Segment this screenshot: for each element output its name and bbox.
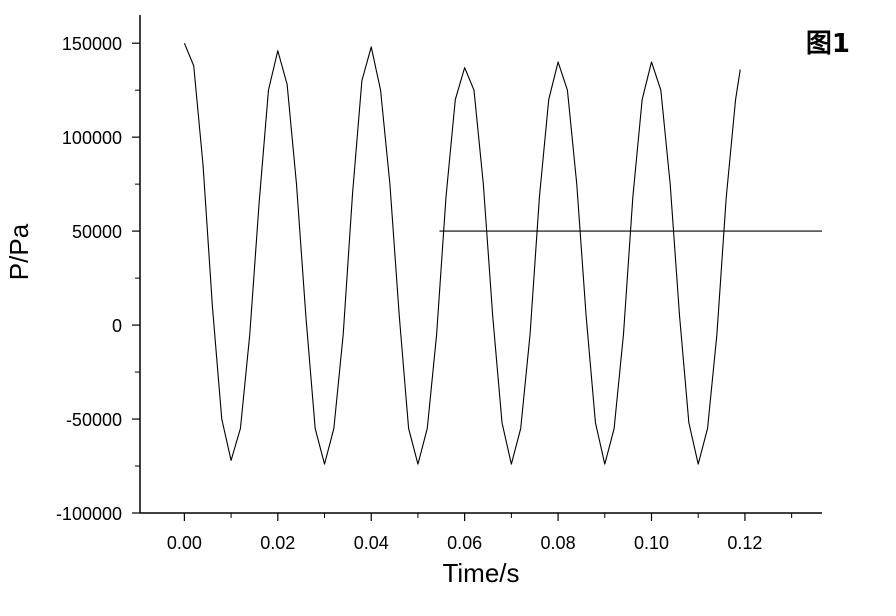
figure-badge: 图1 [806,29,850,59]
series [183,42,822,465]
x-axis-title: Time/s [442,558,519,588]
x-tick-label: 0.08 [541,533,576,553]
y-tick-label: 150000 [62,34,122,54]
y-ticks: -100000 -50000 0 50000 100000 150000 [56,34,140,524]
y-tick-label: -50000 [66,410,122,430]
x-tick-label: 0.04 [354,533,389,553]
x-ticks: 0.00 0.02 0.04 0.06 0.08 0.10 0.12 [167,513,793,553]
y-tick-label: 50000 [72,222,122,242]
y-tick-label: 100000 [62,128,122,148]
y-axis-title: P/Pa [4,223,34,280]
pressure-line [183,42,741,465]
x-tick-label: 0.10 [634,533,669,553]
axes [139,15,822,514]
x-tick-label: 0.00 [167,533,202,553]
x-tick-label: 0.02 [260,533,295,553]
y-tick-label: 0 [112,316,122,336]
x-tick-label: 0.06 [447,533,482,553]
x-tick-label: 0.12 [727,533,762,553]
y-tick-label: -100000 [56,504,122,524]
